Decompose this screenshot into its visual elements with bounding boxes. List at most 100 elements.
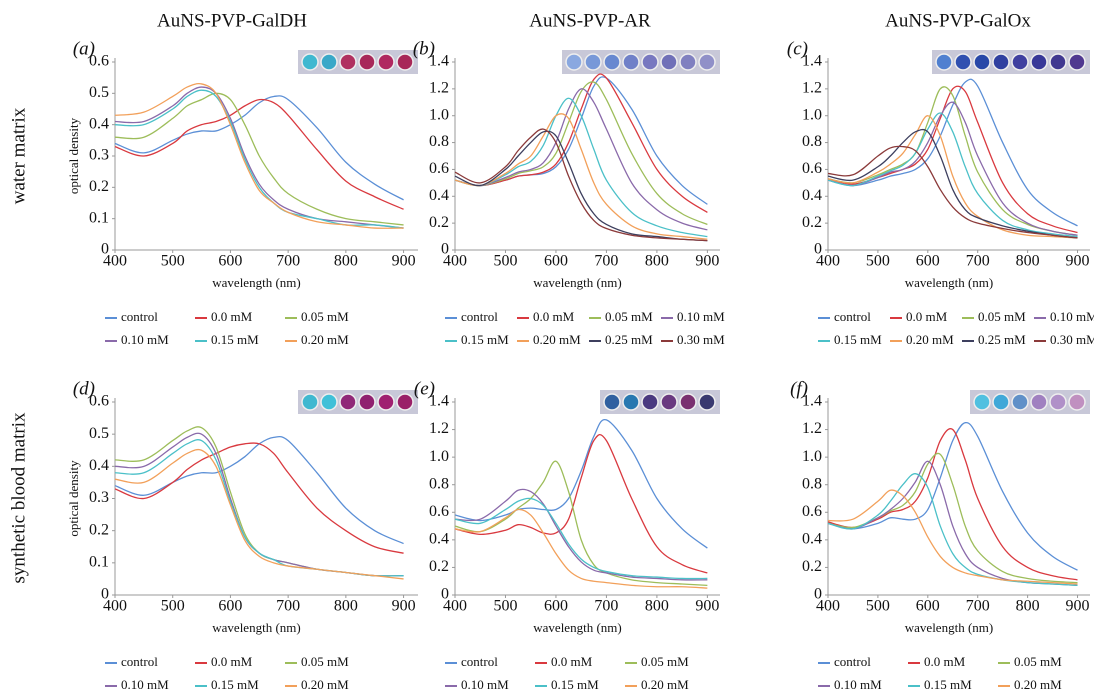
panel-label: (a) — [73, 38, 95, 59]
x-tick-label: 800 — [645, 253, 669, 270]
x-tick-label: 700 — [594, 253, 618, 270]
legend-label: 0.0 mM — [924, 654, 966, 669]
spectrum-line — [114, 98, 404, 210]
y-tick-label: 0.3 — [89, 489, 109, 506]
panel-label: (c) — [787, 38, 808, 59]
y-tick-label: 0.8 — [429, 475, 449, 492]
legend-label: 0.05 mM — [1014, 654, 1062, 669]
well — [1068, 393, 1086, 411]
spectrum-line — [114, 86, 404, 229]
legend-label: 0.20 mM — [301, 677, 349, 692]
spectrum-line — [827, 101, 1078, 236]
legend-label: 0.0 mM — [533, 309, 575, 324]
legend-label: 0.10 mM — [834, 677, 882, 692]
row-title: synthetic blood matrix — [8, 412, 29, 583]
well — [698, 393, 716, 411]
well — [641, 53, 659, 71]
legend-label: control — [834, 654, 871, 669]
y-tick-label: 1.2 — [429, 420, 449, 437]
spectrum-line — [827, 421, 1078, 571]
well — [396, 393, 414, 411]
column-title: AuNS-PVP-GalOx — [885, 10, 1031, 31]
x-tick-label: 600 — [916, 598, 940, 615]
spectrum-line — [454, 508, 708, 589]
well — [660, 53, 678, 71]
x-tick-label: 600 — [218, 598, 242, 615]
legend-label: 0.10 mM — [677, 309, 725, 324]
spectrum-line — [454, 128, 708, 242]
well — [339, 53, 357, 71]
spectrum-line — [454, 488, 708, 581]
y-tick-label: 0.6 — [429, 503, 449, 520]
x-tick-label: 500 — [493, 598, 517, 615]
x-tick-label: 600 — [544, 253, 568, 270]
legend-label: 0.10 mM — [121, 332, 169, 347]
spectrum-line — [827, 85, 1078, 234]
well — [301, 393, 319, 411]
x-axis-label: wavelength (nm) — [905, 275, 993, 290]
x-tick-label: 500 — [866, 253, 890, 270]
y-tick-label: 0.1 — [89, 554, 109, 571]
x-tick-label: 600 — [218, 253, 242, 270]
spectrum-line — [454, 73, 708, 213]
panel-label: (f) — [790, 378, 808, 399]
y-tick-label: 0.3 — [89, 147, 109, 164]
y-tick-label: 0.5 — [89, 84, 109, 101]
well — [320, 53, 338, 71]
panel-label: (b) — [413, 38, 435, 59]
legend-label: 0.30 mM — [1050, 332, 1094, 347]
x-tick-label: 400 — [816, 598, 840, 615]
legend-label: 0.20 mM — [533, 332, 581, 347]
well — [973, 53, 991, 71]
legend-label: 0.05 mM — [641, 654, 689, 669]
spectrum-line — [454, 130, 708, 242]
well — [660, 393, 678, 411]
y-tick-label: 0.4 — [89, 115, 109, 132]
y-tick-label: 1.4 — [802, 393, 822, 410]
legend-label: 0.25 mM — [978, 332, 1026, 347]
legend-label: 0.10 mM — [1050, 309, 1094, 324]
y-tick-label: 0 — [441, 241, 449, 258]
spectrum-line — [114, 442, 404, 554]
spectrum-line — [114, 432, 404, 577]
well — [1049, 393, 1067, 411]
x-tick-label: 900 — [392, 598, 416, 615]
legend-label: 0.20 mM — [1014, 677, 1062, 692]
well — [935, 53, 953, 71]
x-tick-label: 500 — [866, 598, 890, 615]
spectrum-line — [114, 83, 404, 229]
legend-label: control — [121, 309, 158, 324]
spectrum-line — [827, 86, 1078, 236]
y-tick-label: 1.0 — [802, 448, 822, 465]
y-tick-label: 0.4 — [429, 531, 449, 548]
spectrum-line — [454, 497, 708, 580]
well — [992, 53, 1010, 71]
spectrum-line — [454, 97, 708, 238]
well — [377, 393, 395, 411]
x-tick-label: 600 — [544, 598, 568, 615]
well — [641, 393, 659, 411]
y-tick-label: 0 — [814, 586, 822, 603]
spectrum-line — [454, 113, 708, 240]
legend-label: 0.0 mM — [906, 309, 948, 324]
x-tick-label: 500 — [161, 253, 185, 270]
y-tick-label: 1.2 — [802, 420, 822, 437]
y-tick-label: 0.1 — [89, 209, 109, 226]
spectrum-line — [114, 435, 404, 545]
x-tick-label: 700 — [966, 253, 990, 270]
spectrum-line — [827, 78, 1078, 227]
spectrum-line — [114, 89, 404, 229]
spectrum-line — [454, 88, 708, 231]
well — [301, 53, 319, 71]
y-tick-label: 0 — [101, 586, 109, 603]
legend-label: 0.15 mM — [924, 677, 972, 692]
y-tick-label: 0.2 — [802, 214, 822, 231]
well — [622, 53, 640, 71]
legend-label: 0.15 mM — [461, 332, 509, 347]
legend-label: 0.05 mM — [978, 309, 1026, 324]
y-tick-label: 1.4 — [429, 53, 449, 70]
legend-label: 0.15 mM — [834, 332, 882, 347]
spectrum-line — [827, 428, 1078, 581]
y-tick-label: 0.6 — [429, 160, 449, 177]
